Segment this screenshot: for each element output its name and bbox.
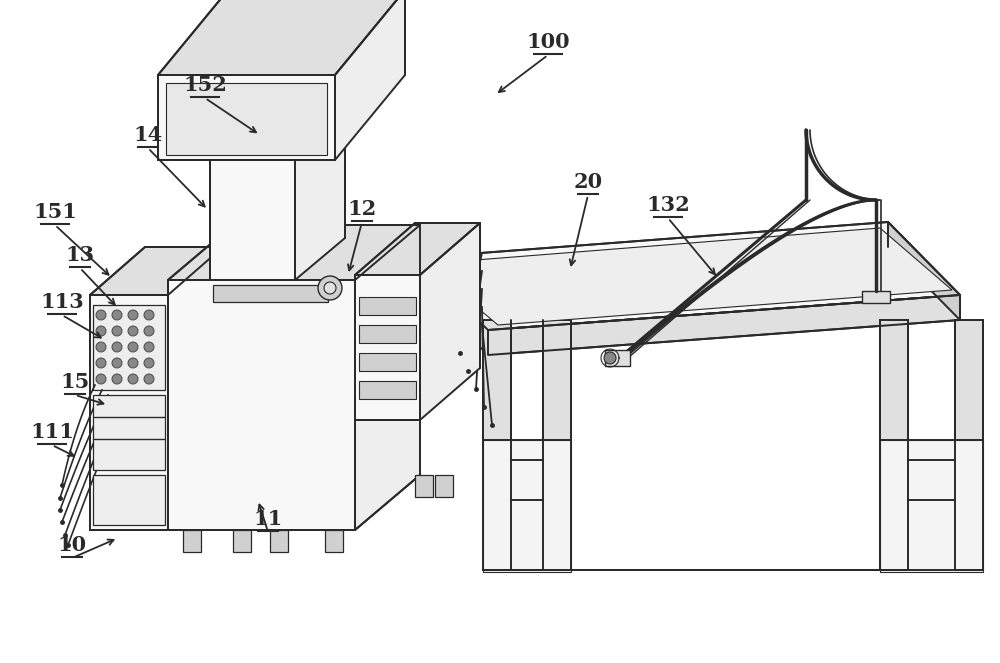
Polygon shape [168,225,420,280]
Polygon shape [862,291,890,303]
Polygon shape [128,358,138,368]
Polygon shape [415,258,488,355]
Polygon shape [295,113,345,280]
Polygon shape [112,310,122,320]
Polygon shape [112,342,122,352]
Polygon shape [543,320,571,570]
Polygon shape [144,342,154,352]
Text: 14: 14 [133,125,163,145]
Text: 15: 15 [60,372,90,392]
Polygon shape [168,280,355,530]
Polygon shape [213,285,328,302]
Polygon shape [128,374,138,384]
Polygon shape [355,275,420,420]
Polygon shape [270,530,288,552]
Polygon shape [144,310,154,320]
Text: 12: 12 [347,199,377,219]
Text: 100: 100 [526,32,570,52]
Polygon shape [359,297,416,315]
Polygon shape [483,440,571,572]
Polygon shape [359,353,416,371]
Polygon shape [210,113,345,155]
Text: 132: 132 [646,195,690,215]
Polygon shape [233,530,251,552]
Polygon shape [355,225,420,530]
Polygon shape [210,155,295,280]
Polygon shape [112,358,122,368]
Polygon shape [96,358,106,368]
Polygon shape [325,530,343,552]
Polygon shape [112,374,122,384]
Polygon shape [355,223,480,275]
Text: 113: 113 [40,292,84,312]
Polygon shape [93,475,165,525]
Polygon shape [93,305,165,390]
Polygon shape [96,342,106,352]
Polygon shape [888,222,960,320]
Polygon shape [93,395,165,470]
Polygon shape [359,325,416,343]
Polygon shape [488,295,960,355]
Polygon shape [96,310,106,320]
Polygon shape [144,374,154,384]
Polygon shape [425,228,952,325]
Polygon shape [90,295,168,530]
Polygon shape [96,326,106,336]
Polygon shape [90,247,223,295]
Polygon shape [318,276,342,300]
Polygon shape [158,75,335,160]
Polygon shape [605,350,630,366]
Text: 20: 20 [573,172,603,192]
Polygon shape [880,320,908,570]
Polygon shape [483,320,511,570]
Text: 151: 151 [33,202,77,222]
Polygon shape [166,83,327,155]
Polygon shape [158,0,405,75]
Polygon shape [335,0,405,160]
Polygon shape [955,320,983,570]
Polygon shape [880,440,983,572]
Polygon shape [144,326,154,336]
Polygon shape [324,282,336,294]
Polygon shape [183,530,201,552]
Polygon shape [359,381,416,399]
Polygon shape [128,310,138,320]
Polygon shape [128,342,138,352]
Polygon shape [112,326,122,336]
Polygon shape [420,223,480,420]
Text: 10: 10 [57,535,87,555]
Polygon shape [415,475,433,497]
Text: 152: 152 [183,75,227,95]
Polygon shape [128,326,138,336]
Text: 111: 111 [30,422,74,442]
Polygon shape [144,358,154,368]
Polygon shape [415,222,960,330]
Polygon shape [435,475,453,497]
Polygon shape [604,352,616,364]
Polygon shape [96,374,106,384]
Text: 13: 13 [65,245,95,265]
Text: 11: 11 [253,509,283,529]
